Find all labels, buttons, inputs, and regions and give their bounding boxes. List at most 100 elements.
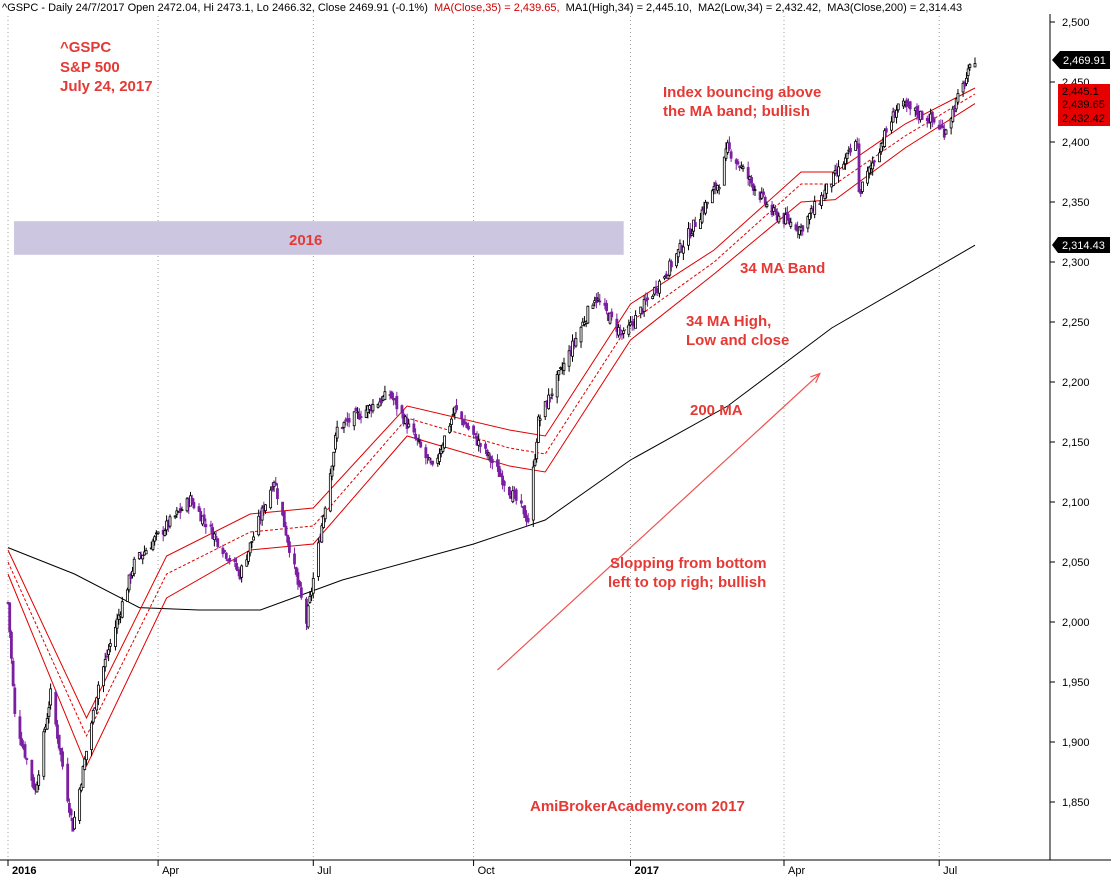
y-tick-label: 2,350 — [1062, 197, 1090, 209]
annotation-slope-2: left to top righ; bullish — [608, 574, 766, 591]
candle-body — [608, 312, 612, 324]
candle-body — [675, 253, 678, 267]
candle-body — [356, 411, 360, 414]
candle-body — [10, 631, 13, 659]
annotation-ma-hlc-2: Low and close — [686, 332, 789, 349]
candle-body — [618, 329, 622, 332]
candle-body — [704, 201, 707, 214]
candle-body — [54, 691, 58, 725]
candle-body — [915, 106, 919, 116]
candle-body — [352, 411, 356, 427]
candle-body — [741, 166, 745, 170]
candle-body — [801, 225, 805, 232]
trend-arrow-head — [810, 372, 821, 383]
candle-body — [765, 203, 769, 207]
candle-body — [281, 501, 284, 516]
candle-body — [294, 567, 298, 575]
candle-body — [871, 162, 875, 170]
y-tick-label: 2,200 — [1062, 377, 1090, 389]
highlight-2016-box — [14, 221, 624, 255]
candle-body — [857, 143, 861, 193]
candle-body — [941, 125, 944, 129]
ma-high-path — [7, 87, 976, 720]
price-label-high-ma: 2,445.1 — [1062, 86, 1099, 98]
candle-body — [45, 718, 49, 730]
candle-body — [832, 172, 835, 186]
candle-body — [905, 99, 909, 107]
candle-body — [32, 777, 35, 789]
candle-body — [676, 249, 680, 258]
candle-body — [13, 687, 17, 714]
annotation-ma200: 200 MA — [690, 402, 743, 419]
ma-close-path — [7, 93, 976, 738]
candle-body — [954, 98, 958, 110]
candle-body — [690, 233, 694, 236]
highlight-2016-rect — [14, 221, 624, 255]
candle-body — [932, 118, 936, 123]
title-name: S&P 500 — [60, 59, 120, 76]
candle-body — [141, 554, 145, 560]
annotation-ma-hlc-1: 34 MA High, — [686, 313, 771, 330]
y-tick-label: 1,850 — [1062, 797, 1090, 809]
y-axis-ticks: 1,850 1,900 1,950 2,000 2,050 2,100 2,150 2,200… — [1050, 17, 1090, 809]
candle-body — [849, 147, 852, 153]
candle-body — [276, 488, 279, 500]
candle-body — [499, 473, 503, 477]
candle-body — [90, 722, 93, 750]
candle-body — [550, 393, 554, 396]
candle-body — [951, 108, 955, 122]
candle-body — [441, 444, 445, 452]
candle-body — [30, 759, 34, 781]
candle-body — [129, 573, 133, 579]
candle-body — [400, 405, 404, 414]
annotation-ma-band: 34 MA Band — [740, 260, 825, 277]
y-tick-label: 1,950 — [1062, 677, 1090, 689]
grid — [7, 16, 940, 860]
candle-body — [825, 183, 829, 194]
candle-body — [286, 534, 290, 543]
candle-body — [85, 750, 88, 761]
candle-body — [511, 490, 515, 503]
chart-header: ^GSPC - Daily 24/7/2017 Open 2472.04, Hi… — [2, 2, 962, 14]
candle-body — [746, 167, 750, 179]
candle-body — [204, 524, 208, 528]
candle-body — [973, 63, 977, 68]
candle-body — [526, 518, 530, 523]
candle-body — [156, 531, 160, 534]
price-label-low-ma: 2,432.42 — [1062, 113, 1105, 125]
candle-body — [487, 452, 491, 456]
x-tick-label: Apr — [788, 865, 805, 877]
candle-body — [837, 166, 840, 177]
candle-body — [18, 716, 22, 739]
candle-body — [710, 190, 714, 204]
candle-body — [555, 374, 559, 398]
y-tick-label: 2,400 — [1062, 137, 1090, 149]
x-tick-label: Oct — [478, 865, 495, 877]
candle-body — [332, 451, 336, 467]
candle-body — [806, 216, 810, 229]
watermark: AmiBrokerAcademy.com 2017 — [530, 798, 745, 815]
annotation-slope-1: Slopping from bottom — [610, 555, 767, 572]
candle-body — [866, 170, 869, 184]
candle-body — [359, 416, 363, 419]
candle-body — [274, 482, 278, 486]
candle-body — [760, 192, 764, 199]
price-label-ma200: 2,314.43 — [1062, 240, 1105, 252]
candle-body — [257, 515, 261, 536]
candle-body — [670, 261, 673, 268]
candle-body — [956, 93, 960, 103]
candle-body — [944, 129, 948, 135]
candle-body — [284, 525, 288, 536]
candle-body — [405, 417, 409, 429]
candle-body — [627, 324, 631, 335]
candle-body — [634, 315, 638, 329]
y-tick-label: 1,900 — [1062, 737, 1090, 749]
candle-body — [598, 300, 602, 303]
candle-body — [8, 602, 12, 633]
candle-body — [308, 596, 312, 603]
candle-body — [49, 688, 53, 706]
price-label-close-ma: 2,439.65 — [1062, 99, 1105, 111]
candle-body — [722, 156, 726, 186]
annotations: Index bouncing above the MA band; bullis… — [289, 84, 825, 815]
candle-body — [264, 504, 267, 512]
